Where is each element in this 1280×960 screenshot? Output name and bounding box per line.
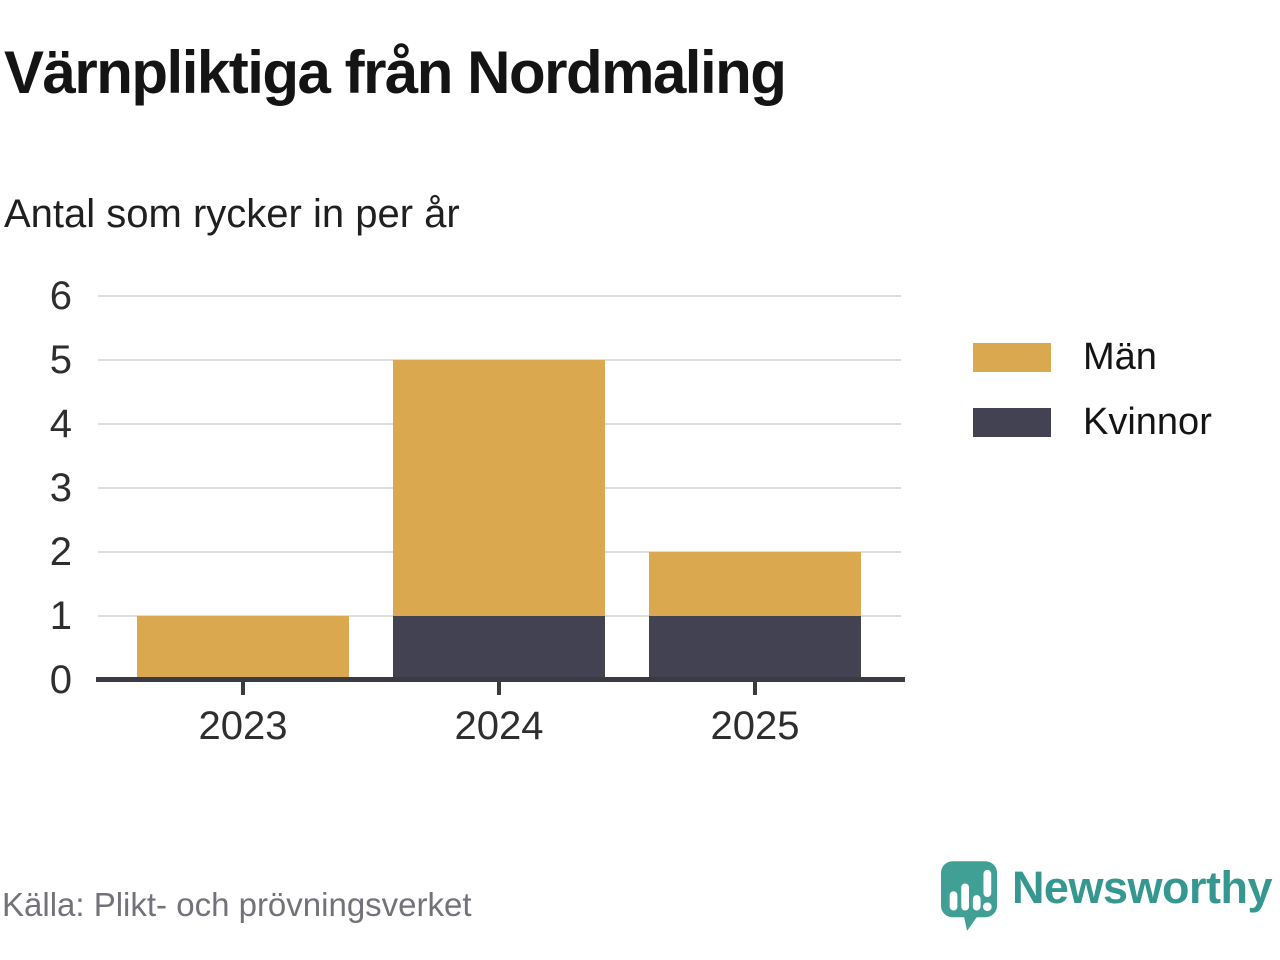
chart-title: Värnpliktiga från Nordmaling: [4, 39, 787, 106]
xtick-label-2023: 2023: [198, 704, 288, 748]
xtick-label-2025: 2025: [710, 704, 800, 748]
ytick-label-5: 5: [49, 338, 72, 382]
gridline-y6: [98, 295, 901, 297]
xtick-label-2024: 2024: [454, 704, 544, 748]
brand-name: Newsworthy: [1011, 862, 1273, 913]
plot-area: 2023 2024 2025 0 1 2 3 4 5 6: [50, 276, 905, 748]
xtick-mark-2025: [753, 682, 757, 695]
ytick-label-0: 0: [49, 658, 72, 702]
x-axis-line: [96, 677, 905, 682]
bar-segment-2025-Män: [649, 552, 861, 616]
legend-swatch-Kvinnor: [973, 408, 1051, 437]
legend-swatch-Män: [973, 343, 1051, 372]
bar-column-2025: 2025: [649, 296, 861, 748]
bar-segment-2025-Kvinnor: [649, 616, 861, 680]
xtick-mark-2023: [241, 682, 245, 695]
bar-segment-2024-Män: [393, 360, 605, 616]
legend-item-Män: Män: [973, 336, 1212, 379]
chart-subtitle: Antal som rycker in per år: [4, 192, 460, 236]
ytick-label-2: 2: [49, 530, 72, 574]
bar-segment-2023-Män: [137, 616, 349, 680]
newsworthy-logo-icon: [940, 861, 997, 931]
bar-column-2023: 2023: [137, 296, 349, 748]
bar-column-2024: 2024: [393, 296, 605, 748]
bar-segment-2024-Kvinnor: [393, 616, 605, 680]
ytick-label-1: 1: [49, 594, 72, 638]
bar-columns: 2023 2024 2025: [137, 296, 861, 748]
ytick-label-4: 4: [49, 402, 72, 446]
legend: Män Kvinnor: [973, 336, 1212, 444]
brand-logo: Newsworthy: [940, 856, 1273, 934]
ytick-label-6: 6: [49, 274, 72, 318]
legend-item-Kvinnor: Kvinnor: [973, 401, 1212, 444]
legend-label-Kvinnor: Kvinnor: [1083, 401, 1212, 443]
legend-label-Män: Män: [1083, 336, 1157, 378]
ytick-label-3: 3: [49, 466, 72, 510]
source-note: Källa: Plikt- och prövningsverket: [2, 886, 472, 923]
xtick-mark-2024: [497, 682, 501, 695]
